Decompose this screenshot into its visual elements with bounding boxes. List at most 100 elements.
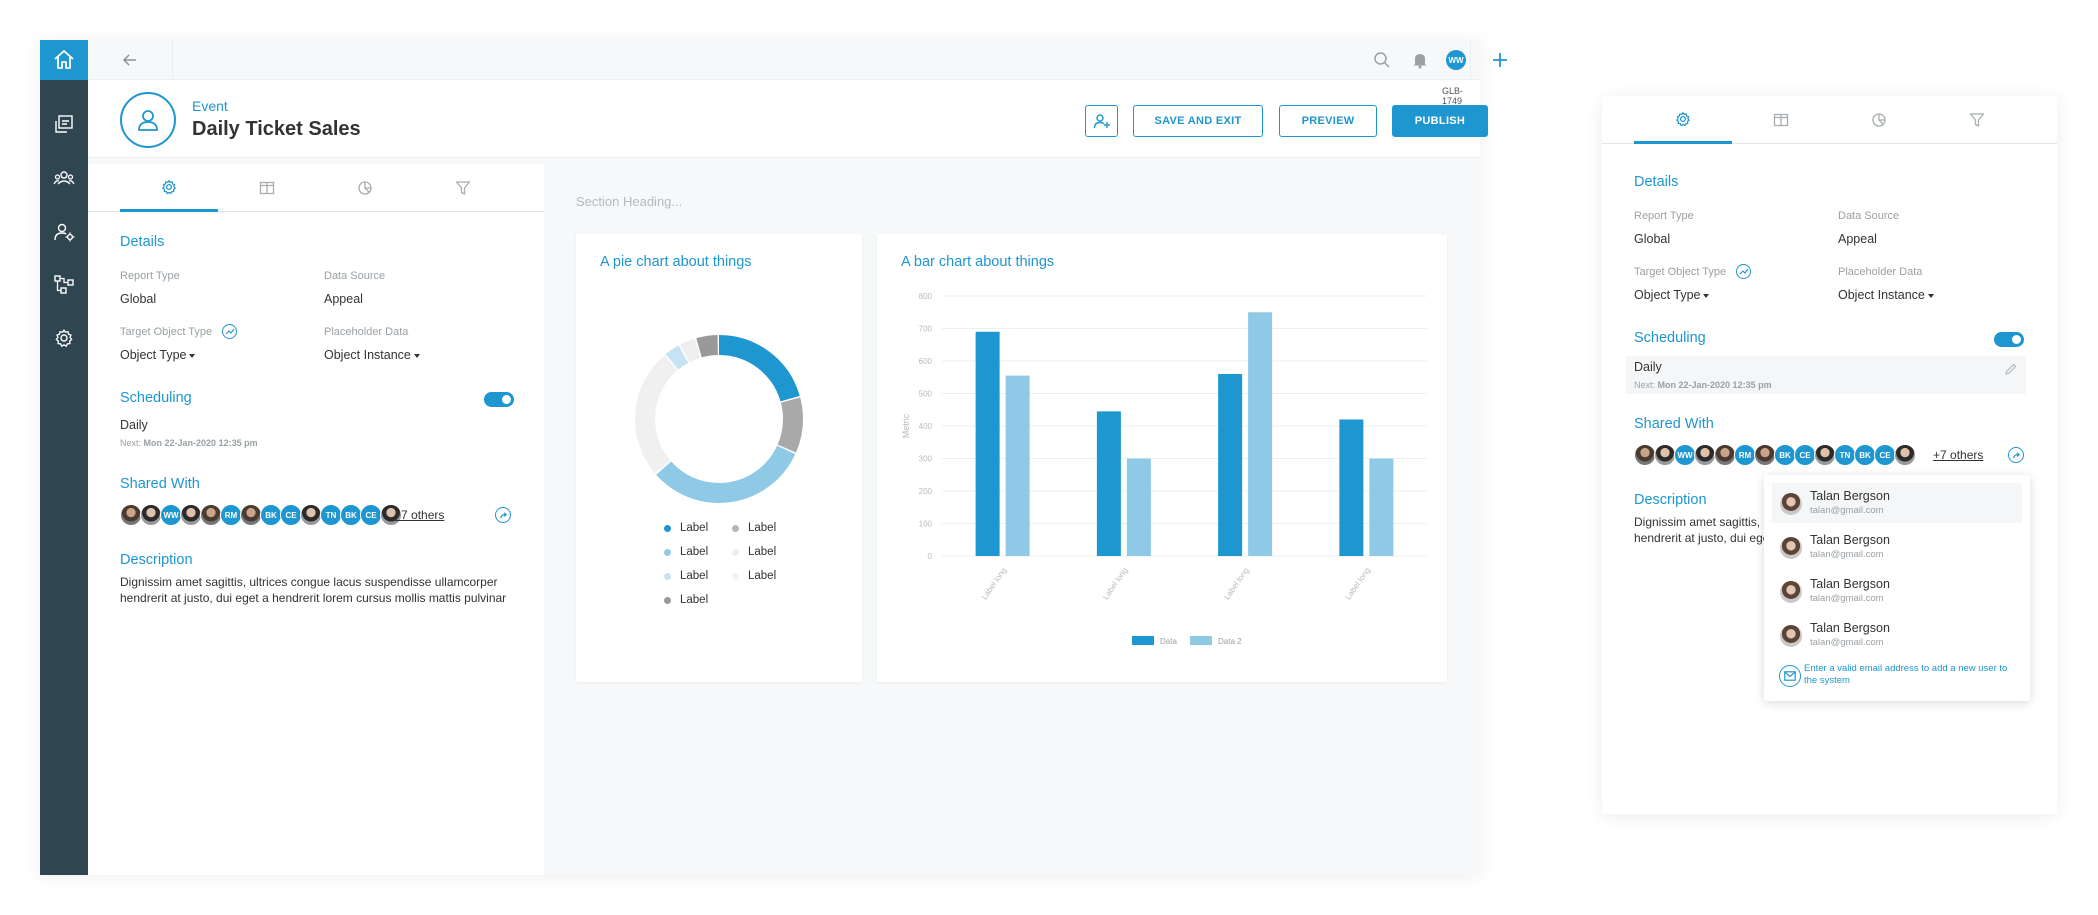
placeholder-select[interactable]: Object Instance [1838, 288, 1934, 302]
y-tick-label: 200 [919, 487, 933, 496]
caret-down-icon [1703, 293, 1710, 298]
tab-filters[interactable] [1928, 96, 2026, 144]
notifications-button[interactable] [1408, 48, 1432, 72]
pie-slice [635, 335, 803, 503]
pie-legend-item: Label [664, 522, 708, 534]
pie-slice [635, 335, 803, 503]
add-user-button[interactable] [1085, 105, 1118, 137]
avatar [1780, 537, 1802, 559]
tab-charts[interactable] [1830, 96, 1928, 144]
tab-layout[interactable] [218, 164, 316, 212]
report-type-label: Report Type [1634, 210, 1694, 222]
x-tick-label: Label long [1343, 566, 1372, 601]
legend-dot [664, 572, 671, 580]
target-type-select[interactable]: Object Type [1634, 288, 1710, 302]
next-run: Next: Mon 22-Jan-2020 12:35 pm [1634, 380, 1772, 390]
person-option[interactable]: Talan Bergson talan@gmail.com [1772, 615, 2022, 655]
plus-icon [1493, 53, 1507, 67]
shared-user-avatar [120, 504, 142, 526]
person-option[interactable]: Talan Bergson talan@gmail.com [1772, 571, 2022, 611]
add-button[interactable] [1488, 48, 1512, 72]
target-type-select[interactable]: Object Type [120, 348, 196, 362]
shared-user-avatar: BK [260, 504, 282, 526]
others-link[interactable]: +7 others [394, 508, 445, 522]
schedule-row[interactable]: Daily Next: Mon 22-Jan-2020 12:35 pm [1626, 356, 2026, 394]
edit-icon[interactable] [2004, 362, 2018, 376]
y-tick-label: 600 [919, 357, 933, 366]
report-type-value: Global [1634, 232, 1671, 246]
person-option[interactable]: Talan Bergson talan@gmail.com [1772, 483, 2022, 523]
pie-chart [635, 335, 803, 503]
workflow-nav-icon[interactable] [52, 272, 76, 296]
pie-legend-item: Label [664, 570, 708, 582]
shared-user-avatar [140, 504, 162, 526]
divider [1470, 40, 1471, 80]
tab-charts[interactable] [316, 164, 414, 212]
legend-dot [664, 548, 671, 556]
link-icon[interactable] [1736, 264, 1751, 279]
share-button[interactable] [2008, 447, 2024, 463]
person-name: Talan Bergson [1810, 489, 1890, 503]
panel-tabs [1602, 96, 2057, 144]
settings-panel-expanded: Details Report Type Global Data Source A… [1602, 96, 2057, 814]
shared-user-avatar [1714, 444, 1736, 466]
placeholder-select[interactable]: Object Instance [324, 348, 420, 362]
data-source-label: Data Source [324, 270, 386, 282]
target-type-label: Target Object Type [1634, 266, 1727, 278]
person-email: talan@gmail.com [1810, 549, 1884, 560]
link-icon[interactable] [222, 324, 237, 339]
shared-avatars[interactable]: WW RM BK CE TN BK CE [1634, 444, 1916, 466]
shared-user-avatar [1754, 444, 1776, 466]
target-type-value: Object Type [120, 348, 187, 362]
reports-nav-icon[interactable] [52, 112, 76, 136]
search-button[interactable] [1370, 48, 1394, 72]
pie-legend-item: Label [664, 546, 708, 558]
person-option[interactable]: Talan Bergson talan@gmail.com [1772, 527, 2022, 567]
avatar [1780, 625, 1802, 647]
y-tick-label: 300 [919, 455, 933, 464]
y-tick-label: 100 [919, 520, 933, 529]
shared-user-avatar [300, 504, 322, 526]
shared-user-avatar: CE [1874, 444, 1896, 466]
nav-rail [40, 40, 88, 875]
shared-user-avatar: TN [1834, 444, 1856, 466]
x-tick-label: Label long [980, 566, 1009, 601]
scheduling-toggle[interactable] [1994, 332, 2024, 347]
tab-settings[interactable] [120, 164, 218, 212]
shared-user-avatar: BK [1854, 444, 1876, 466]
user-avatar-button[interactable]: WW [1444, 48, 1468, 72]
legend-dot [732, 572, 739, 580]
home-button[interactable] [40, 40, 88, 80]
shared-user-avatar: CE [1794, 444, 1816, 466]
user-settings-nav-icon[interactable] [52, 220, 76, 244]
legend-dot [664, 596, 671, 604]
scheduling-toggle[interactable] [484, 392, 514, 407]
others-link[interactable]: +7 others [1933, 448, 1984, 462]
shared-user-avatar: BK [1774, 444, 1796, 466]
share-button[interactable] [495, 507, 511, 523]
shared-user-avatar: TN [320, 504, 342, 526]
tab-layout[interactable] [1732, 96, 1830, 144]
save-and-exit-button[interactable]: SAVE AND EXIT [1133, 105, 1263, 137]
tab-settings[interactable] [1634, 96, 1732, 144]
pie-legend-item: Label [664, 594, 708, 606]
report-type-label: Report Type [120, 270, 180, 282]
bar [975, 331, 1000, 556]
shared-avatars[interactable]: WW RM BK CE TN BK CE [120, 504, 402, 526]
preview-button[interactable]: PREVIEW [1279, 105, 1377, 137]
section-heading-input[interactable]: Section Heading... [576, 194, 683, 209]
legend-dot [732, 548, 739, 556]
bar-chart: 0 100 200 300 400 500 600 700 800 Metric Label lon… [901, 292, 1427, 646]
add-user-hint[interactable]: Enter a valid email address to add a new… [1804, 663, 2008, 686]
tab-filters[interactable] [414, 164, 512, 212]
back-button[interactable] [88, 40, 173, 80]
scheduling-heading: Scheduling [1634, 330, 1706, 346]
record-kind: Event [192, 98, 228, 114]
settings-panel: Details Report Type Global Data Source A… [88, 164, 544, 875]
publish-button[interactable]: PUBLISH [1392, 105, 1488, 137]
settings-nav-icon[interactable] [52, 326, 76, 350]
bar [1218, 374, 1243, 556]
shared-with-heading: Shared With [1634, 416, 1714, 432]
groups-nav-icon[interactable] [52, 166, 76, 190]
page-title: Daily Ticket Sales [192, 118, 361, 140]
